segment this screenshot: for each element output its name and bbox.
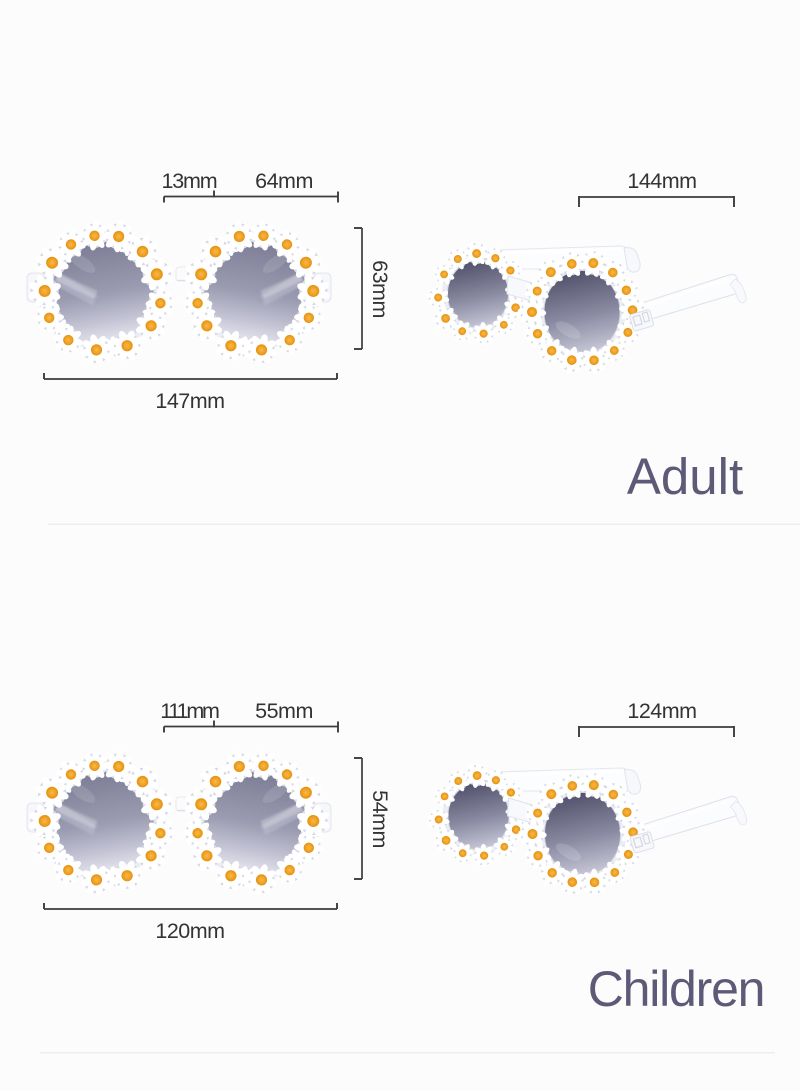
svg-text:13mm: 13mm	[162, 169, 217, 193]
svg-text:Children: Children	[588, 961, 765, 1017]
svg-text:111mm: 111mm	[160, 699, 219, 723]
svg-text:64mm: 64mm	[255, 169, 313, 193]
svg-text:124mm: 124mm	[627, 699, 696, 723]
svg-text:147mm: 147mm	[155, 389, 224, 413]
svg-text:55mm: 55mm	[255, 699, 313, 723]
svg-text:54mm: 54mm	[368, 790, 392, 848]
svg-text:Adult: Adult	[627, 448, 743, 505]
svg-text:63mm: 63mm	[368, 260, 392, 318]
svg-text:144mm: 144mm	[627, 169, 696, 193]
svg-text:120mm: 120mm	[155, 919, 224, 943]
